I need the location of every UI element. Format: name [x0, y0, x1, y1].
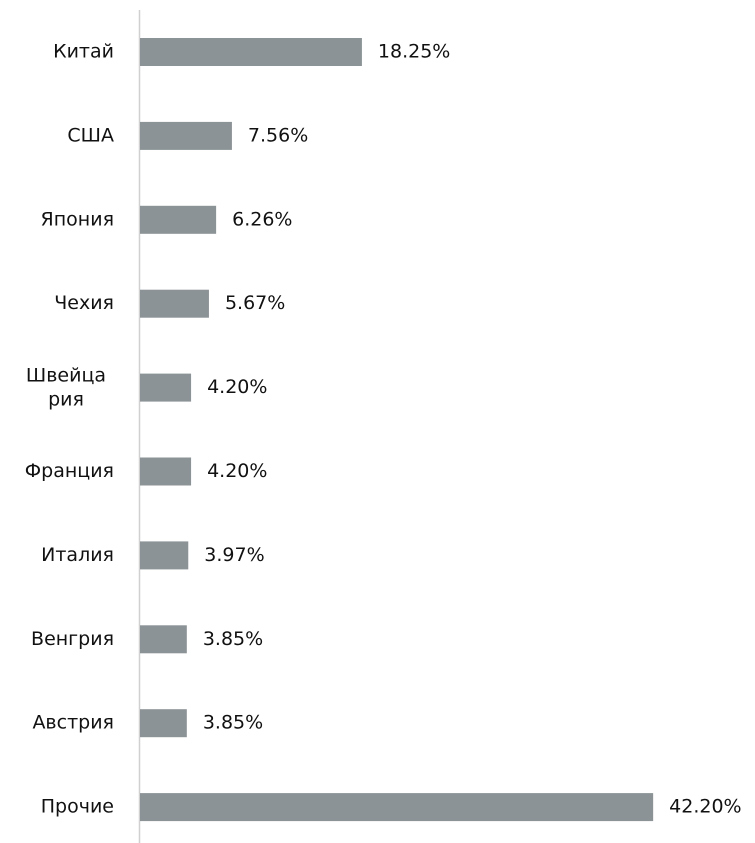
value-label: 5.67%	[225, 292, 285, 314]
bar	[140, 205, 217, 234]
category-label: Япония	[41, 208, 114, 230]
value-label: 3.85%	[203, 712, 263, 734]
value-label: 4.20%	[207, 376, 267, 398]
category-label: Венгрия	[31, 628, 114, 650]
value-label: 6.26%	[232, 208, 292, 230]
bar	[140, 541, 189, 570]
bar	[140, 457, 192, 486]
bar	[140, 289, 209, 318]
value-label: 18.25%	[378, 41, 450, 63]
category-label: Италия	[41, 544, 114, 566]
value-label: 7.56%	[248, 124, 308, 146]
value-label: 42.20%	[669, 796, 741, 818]
category-label: Франция	[25, 460, 114, 482]
bar	[140, 38, 362, 66]
value-label: 3.85%	[203, 628, 263, 650]
category-label-line: рия	[48, 388, 84, 410]
bar	[140, 625, 187, 654]
category-label: Китай	[53, 41, 114, 63]
category-label: Прочие	[41, 796, 114, 818]
bar	[140, 373, 192, 402]
category-label-line: Швейца	[26, 364, 106, 386]
value-label: 3.97%	[204, 544, 264, 566]
bar	[140, 709, 187, 738]
bar	[140, 121, 232, 150]
value-label: 4.20%	[207, 460, 267, 482]
category-label: Австрия	[32, 712, 114, 734]
category-label: Чехия	[54, 292, 114, 314]
category-label: США	[67, 124, 114, 146]
bar	[140, 793, 654, 822]
category-label: Швейца рия	[26, 364, 106, 410]
